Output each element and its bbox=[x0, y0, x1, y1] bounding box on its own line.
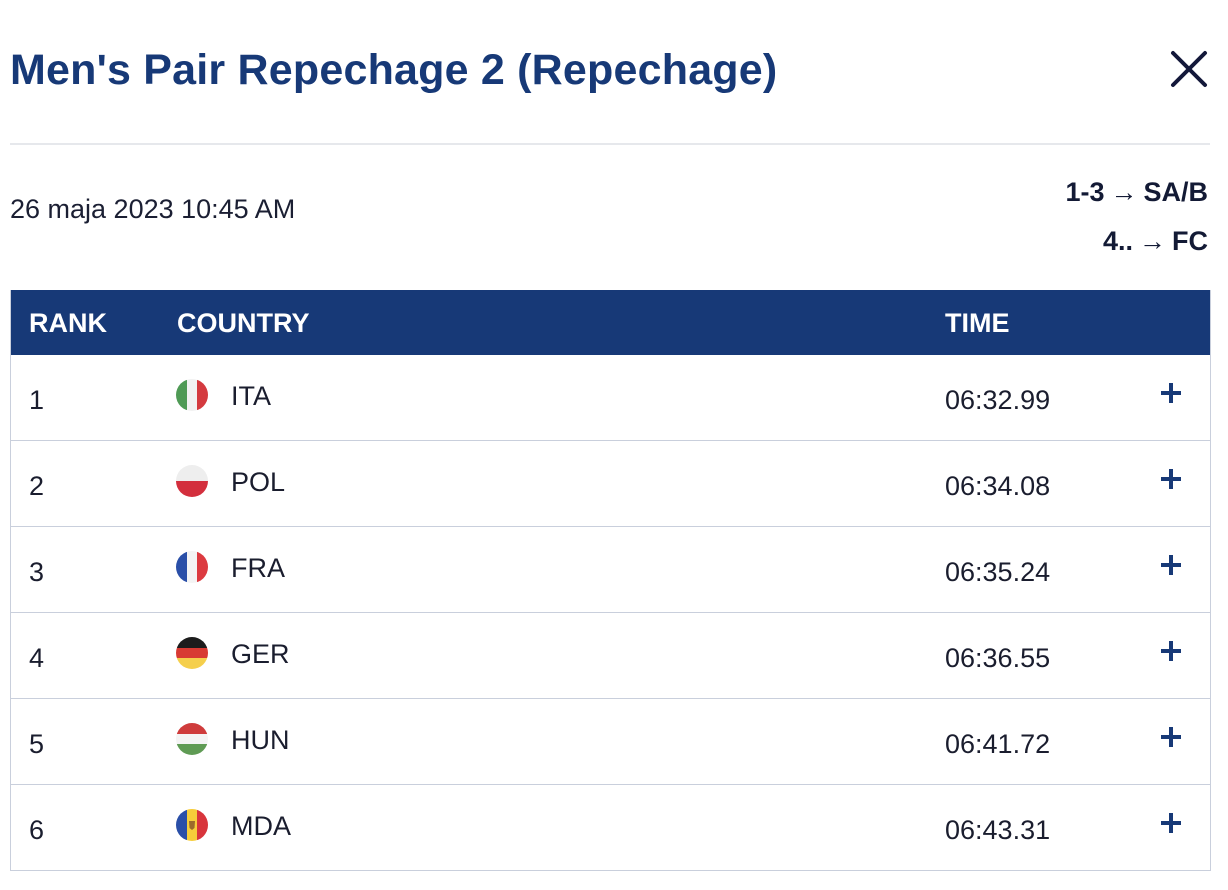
table-row[interactable]: 1 ITA 06:32.99 bbox=[11, 355, 1210, 440]
table-row[interactable]: 6 MDA 06:43.31 bbox=[11, 784, 1210, 870]
plus-icon[interactable] bbox=[1159, 811, 1183, 835]
close-icon bbox=[1171, 51, 1207, 87]
race-date: 26 maja 2023 10:45 AM bbox=[10, 194, 296, 224]
close-button[interactable] bbox=[1168, 48, 1210, 90]
arrow-right-icon: → bbox=[1139, 226, 1166, 256]
country-cell: POL bbox=[231, 467, 286, 497]
country-cell: HUN bbox=[231, 725, 290, 755]
time-cell: 06:34.08 bbox=[945, 471, 1051, 501]
progression-rules: 1-3 → SA/B 4.. → FC bbox=[1065, 168, 1208, 266]
country-cell: FRA bbox=[231, 553, 285, 583]
rank-cell: 5 bbox=[29, 729, 45, 759]
country-cell: GER bbox=[231, 639, 290, 669]
time-cell: 06:43.31 bbox=[945, 815, 1051, 845]
header-divider bbox=[10, 143, 1210, 145]
country-cell: ITA bbox=[231, 381, 271, 411]
table-header: RANK COUNTRY TIME bbox=[11, 290, 1210, 355]
time-cell: 06:35.24 bbox=[945, 557, 1051, 587]
plus-icon[interactable] bbox=[1159, 381, 1183, 405]
progression-rule: 1-3 → SA/B bbox=[1065, 168, 1208, 217]
time-cell: 06:32.99 bbox=[945, 385, 1051, 415]
table-row[interactable]: 4 GER 06:36.55 bbox=[11, 612, 1210, 698]
plus-icon[interactable] bbox=[1159, 553, 1183, 577]
flag-france-icon bbox=[176, 551, 208, 583]
flag-germany-icon bbox=[176, 637, 208, 669]
time-cell: 06:36.55 bbox=[945, 643, 1051, 673]
flag-moldova-icon bbox=[176, 809, 208, 841]
progression-positions: 1-3 bbox=[1065, 177, 1105, 207]
column-header-country: COUNTRY bbox=[177, 308, 310, 338]
progression-destination: SA/B bbox=[1143, 177, 1208, 207]
plus-icon[interactable] bbox=[1159, 639, 1183, 663]
rank-cell: 4 bbox=[29, 643, 45, 673]
rank-cell: 2 bbox=[29, 471, 45, 501]
flag-hungary-icon bbox=[176, 723, 208, 755]
table-row[interactable]: 5 HUN 06:41.72 bbox=[11, 698, 1210, 784]
plus-icon[interactable] bbox=[1159, 725, 1183, 749]
column-header-rank: RANK bbox=[29, 308, 107, 338]
progression-destination: FC bbox=[1172, 226, 1208, 256]
rank-cell: 3 bbox=[29, 557, 45, 587]
table-body: 1 ITA 06:32.99 2 bbox=[11, 355, 1210, 870]
flag-italy-icon bbox=[176, 379, 208, 411]
arrow-right-icon: → bbox=[1110, 177, 1138, 207]
column-header-time: TIME bbox=[945, 308, 1010, 338]
flag-poland-icon bbox=[176, 465, 208, 497]
results-table: RANK COUNTRY TIME 1 ITA 06:32.99 bbox=[10, 290, 1211, 871]
progression-rule: 4.. → FC bbox=[1065, 217, 1208, 266]
modal-header: Men's Pair Repechage 2 (Repechage) bbox=[10, 40, 1210, 110]
rank-cell: 1 bbox=[29, 385, 45, 415]
country-cell: MDA bbox=[231, 811, 291, 841]
progression-positions: 4.. bbox=[1102, 226, 1133, 256]
table-row[interactable]: 3 FRA 06:35.24 bbox=[11, 526, 1210, 612]
page-title: Men's Pair Repechage 2 (Repechage) bbox=[10, 46, 778, 94]
plus-icon[interactable] bbox=[1159, 467, 1183, 491]
table-row[interactable]: 2 POL 06:34.08 bbox=[11, 440, 1210, 526]
rank-cell: 6 bbox=[29, 815, 45, 845]
time-cell: 06:41.72 bbox=[945, 729, 1051, 759]
